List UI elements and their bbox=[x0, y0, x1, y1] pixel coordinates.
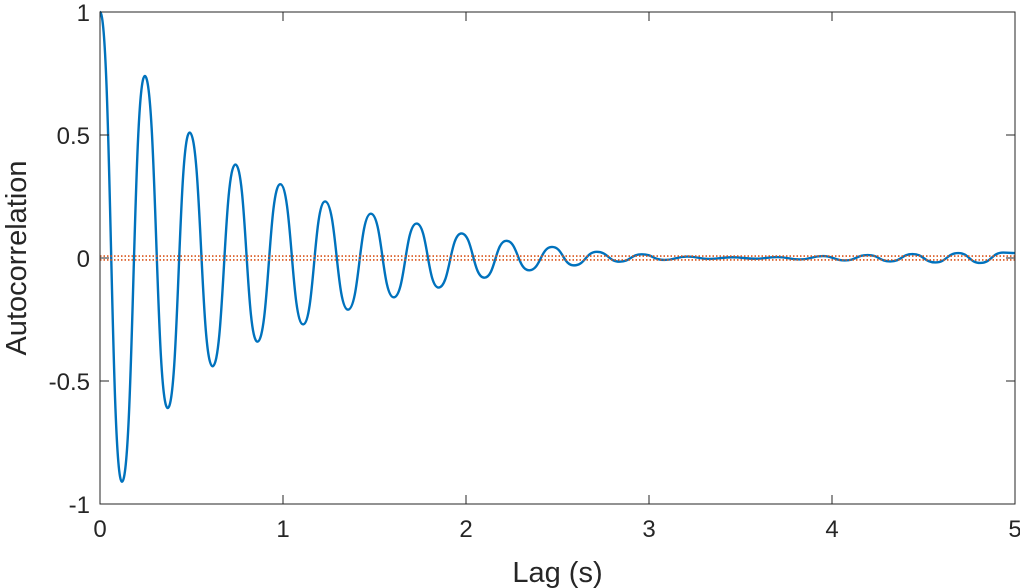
x-tick-label: 1 bbox=[276, 516, 289, 543]
x-tick-label: 4 bbox=[825, 516, 838, 543]
y-tick-label: 0 bbox=[77, 246, 90, 273]
x-tick-label: 5 bbox=[1008, 516, 1020, 543]
y-tick-label: 0.5 bbox=[57, 123, 90, 150]
x-tick-label: 2 bbox=[459, 516, 472, 543]
y-tick-label: -0.5 bbox=[49, 369, 90, 396]
y-tick-label: -1 bbox=[69, 492, 90, 519]
axes-box bbox=[99, 11, 1016, 505]
x-tick-label: 0 bbox=[93, 516, 106, 543]
y-axis-label: Autocorrelation bbox=[1, 160, 33, 355]
y-tick-label: 1 bbox=[77, 0, 90, 27]
series-layer bbox=[98, 10, 1016, 484]
autocorrelation-series-line bbox=[98, 10, 1016, 484]
x-axis-label: Lag (s) bbox=[512, 557, 602, 588]
x-tick-label: 3 bbox=[642, 516, 655, 543]
ticks-layer: 0 1 2 3 4 5 -1 -0.5 0 0.5 1 bbox=[49, 0, 1020, 543]
